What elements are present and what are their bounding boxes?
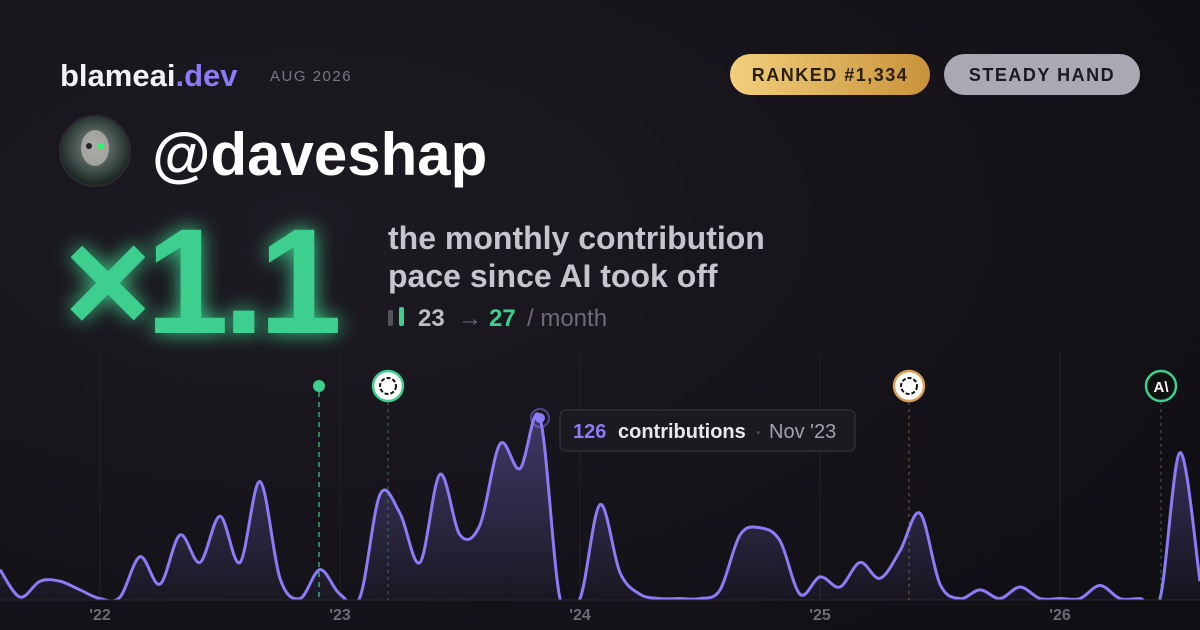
- tooltip-box: [559, 409, 856, 452]
- handle: @daveshap: [152, 121, 487, 188]
- after: 27: [489, 305, 516, 332]
- tooltip-text: 126 contributions · Nov '23: [573, 421, 836, 443]
- style-text: STEADY HAND: [969, 65, 1115, 85]
- line: [0, 412, 1200, 600]
- avatar: [59, 115, 131, 187]
- brand: blameai.dev: [60, 58, 238, 93]
- date: AUG 2026: [270, 68, 352, 85]
- highlight-point: [535, 413, 545, 423]
- description-line: pace since AI took off: [388, 258, 718, 294]
- x-tick-label: '23: [329, 607, 351, 624]
- multiplier: ×1.1: [64, 197, 339, 365]
- anthropic-logo: A\: [1154, 379, 1170, 396]
- tooltip-month: Nov '23: [769, 421, 836, 443]
- x-tick-label: '24: [569, 607, 591, 624]
- arrow: →: [458, 305, 482, 332]
- plot: [0, 412, 1200, 600]
- style-badge: [944, 54, 1140, 95]
- tooltip-separator: ·: [755, 421, 762, 443]
- tooltip-value: 126: [573, 421, 606, 443]
- pace: 23 → 27 / month: [418, 305, 607, 332]
- openai-glyph: [379, 377, 397, 395]
- unit: / month: [527, 305, 607, 332]
- brand-name: blameai: [60, 58, 175, 93]
- brand-tld: .dev: [175, 58, 238, 93]
- grid: [99, 350, 1061, 600]
- highlight-ring: [530, 408, 550, 428]
- tooltip: 126 contributions · Nov '23: [559, 409, 856, 452]
- anthropic-icon: [1144, 369, 1178, 403]
- openai-icon: [371, 369, 405, 403]
- bar-icon: [399, 307, 404, 326]
- rank-text: RANKED #1,334: [752, 65, 909, 85]
- openai-glyph: [900, 377, 918, 395]
- openai-icon: [892, 369, 926, 403]
- bar-icon: [388, 310, 393, 326]
- before: 23: [418, 305, 445, 332]
- rank-badge: [730, 54, 930, 95]
- x-tick-label: '25: [809, 607, 831, 624]
- x-tick-label: '22: [89, 607, 111, 624]
- event-dot: [313, 380, 325, 392]
- x-tick-label: '26: [1049, 607, 1071, 624]
- event-markers: A\: [313, 369, 1178, 600]
- description-line: the monthly contribution: [388, 220, 765, 256]
- tooltip-label: contributions: [618, 421, 746, 443]
